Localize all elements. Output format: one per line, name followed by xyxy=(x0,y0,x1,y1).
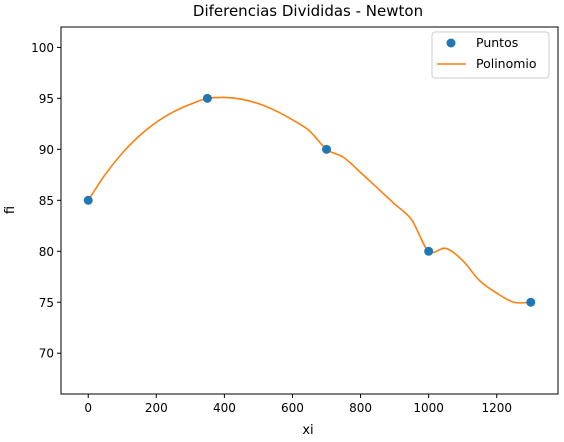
y-axis-label: fi xyxy=(3,206,18,214)
y-tick-label: 70 xyxy=(39,347,54,361)
y-tick-label: 95 xyxy=(39,92,54,106)
series-polinomio-line xyxy=(87,96,531,304)
series-puntos xyxy=(83,93,536,307)
data-point xyxy=(83,195,93,205)
data-point xyxy=(322,144,332,154)
data-point xyxy=(202,93,212,103)
data-point xyxy=(424,246,434,256)
x-tick-label: 800 xyxy=(349,401,372,415)
x-tick-label: 600 xyxy=(281,401,304,415)
x-axis: 0 200 400 600 800 1000 1200 xyxy=(84,394,512,415)
data-point xyxy=(526,297,536,307)
legend: Puntos Polinomio xyxy=(431,31,550,79)
y-tick-label: 100 xyxy=(31,41,54,55)
x-tick-label: 0 xyxy=(84,401,92,415)
y-tick-label: 75 xyxy=(39,296,54,310)
x-tick-label: 1000 xyxy=(413,401,444,415)
y-tick-label: 85 xyxy=(39,194,54,208)
legend-label-puntos: Puntos xyxy=(476,35,518,50)
x-tick-label: 1200 xyxy=(481,401,512,415)
y-axis: 70 75 80 85 90 95 100 xyxy=(31,41,61,361)
plot-frame xyxy=(60,26,559,395)
x-axis-label: xi xyxy=(302,423,313,438)
y-tick-label: 90 xyxy=(39,143,54,157)
legend-box xyxy=(431,31,550,79)
x-tick-label: 400 xyxy=(213,401,236,415)
legend-marker-puntos xyxy=(446,38,456,48)
legend-label-polinomio: Polinomio xyxy=(476,56,537,71)
y-tick-label: 80 xyxy=(39,245,54,259)
chart-title: Diferencias Divididas - Newton xyxy=(193,2,423,20)
x-tick-label: 200 xyxy=(145,401,168,415)
